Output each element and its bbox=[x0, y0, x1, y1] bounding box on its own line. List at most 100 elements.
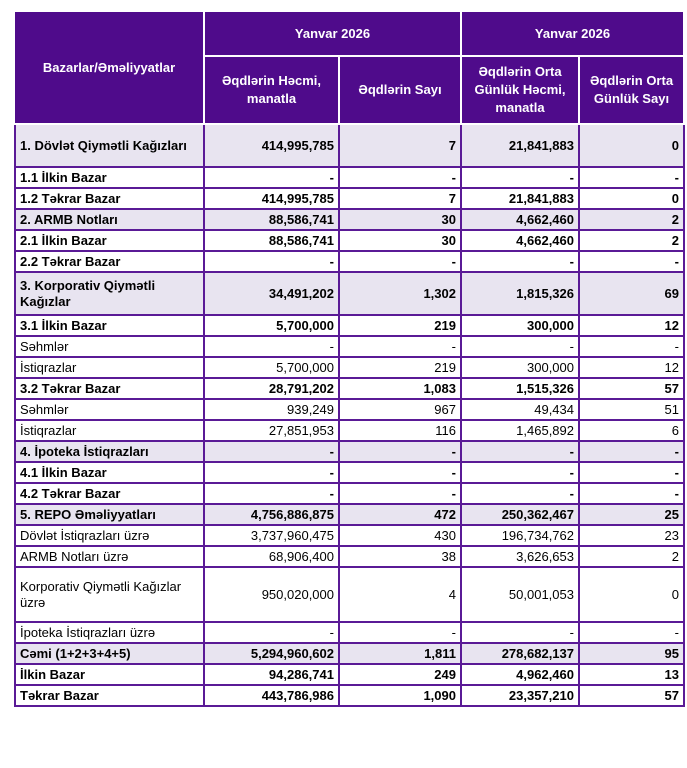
table-row: 2. ARMB Notları 88,586,741 30 4,662,460 2 bbox=[14, 208, 685, 231]
count-cell: 7 bbox=[338, 123, 462, 168]
volume-cell: 28,791,202 bbox=[203, 377, 340, 400]
volume-cell: 5,700,000 bbox=[203, 314, 340, 337]
header-avg-count: Əqdlərin Orta Günlük Sayı bbox=[578, 56, 685, 125]
row-label: 5. REPO Əməliyyatları bbox=[14, 503, 205, 526]
table-row: 2.1 İlkin Bazar 88,586,741 30 4,662,460 2 bbox=[14, 229, 685, 252]
row-label: İpoteka İstiqrazları üzrə bbox=[14, 621, 205, 644]
table-row: Cəmi (1+2+3+4+5) 5,294,960,602 1,811 278,68… bbox=[14, 642, 685, 665]
count-cell: - bbox=[338, 482, 462, 505]
count-cell: 38 bbox=[338, 545, 462, 568]
table-row: Təkrar Bazar 443,786,986 1,090 23,357,210 57 bbox=[14, 684, 685, 707]
count-cell: 219 bbox=[338, 314, 462, 337]
avg-volume-cell: 4,662,460 bbox=[460, 208, 580, 231]
row-label: 4.1 İlkin Bazar bbox=[14, 461, 205, 484]
header-period-1: Yanvar 2026 bbox=[203, 12, 462, 57]
avg-count-cell: 0 bbox=[578, 123, 685, 168]
avg-volume-cell: - bbox=[460, 621, 580, 644]
row-label: 4.2 Təkrar Bazar bbox=[14, 482, 205, 505]
table-row: 4.1 İlkin Bazar - - - - bbox=[14, 461, 685, 484]
count-cell: 1,083 bbox=[338, 377, 462, 400]
table-row: İlkin Bazar 94,286,741 249 4,962,460 13 bbox=[14, 663, 685, 686]
avg-volume-cell: - bbox=[460, 166, 580, 189]
table-row: 5. REPO Əməliyyatları 4,756,886,875 472 250… bbox=[14, 503, 685, 526]
market-statistics-table: Bazarlar/Əməliyyatlar Yanvar 2026 Yanvar… bbox=[14, 12, 685, 707]
avg-volume-cell: 300,000 bbox=[460, 356, 580, 379]
avg-volume-cell: 278,682,137 bbox=[460, 642, 580, 665]
volume-cell: - bbox=[203, 482, 340, 505]
volume-cell: - bbox=[203, 621, 340, 644]
table-row: ARMB Notları üzrə 68,906,400 38 3,626,653 2 bbox=[14, 545, 685, 568]
avg-volume-cell: - bbox=[460, 335, 580, 358]
volume-cell: 939,249 bbox=[203, 398, 340, 421]
avg-count-cell: - bbox=[578, 335, 685, 358]
avg-count-cell: 2 bbox=[578, 545, 685, 568]
table-row: 3. Korporativ Qiymətli Kağızlar 34,491,20… bbox=[14, 271, 685, 316]
volume-cell: 950,020,000 bbox=[203, 566, 340, 623]
volume-cell: 5,294,960,602 bbox=[203, 642, 340, 665]
table-row: İstiqrazlar 5,700,000 219 300,000 12 bbox=[14, 356, 685, 379]
avg-count-cell: - bbox=[578, 250, 685, 273]
volume-cell: 5,700,000 bbox=[203, 356, 340, 379]
header-count: Əqdlərin Sayı bbox=[338, 56, 462, 125]
avg-volume-cell: 4,962,460 bbox=[460, 663, 580, 686]
avg-volume-cell: 196,734,762 bbox=[460, 524, 580, 547]
table-row: 1. Dövlət Qiymətli Kağızları 414,995,785 7… bbox=[14, 123, 685, 168]
row-label: İlkin Bazar bbox=[14, 663, 205, 686]
avg-count-cell: 57 bbox=[578, 684, 685, 707]
avg-volume-cell: - bbox=[460, 461, 580, 484]
avg-count-cell: - bbox=[578, 621, 685, 644]
row-label: 4. İpoteka İstiqrazları bbox=[14, 440, 205, 463]
table-row: Səhmlər 939,249 967 49,434 51 bbox=[14, 398, 685, 421]
avg-count-cell: 23 bbox=[578, 524, 685, 547]
volume-cell: 68,906,400 bbox=[203, 545, 340, 568]
avg-volume-cell: 300,000 bbox=[460, 314, 580, 337]
header-avg-volume: Əqdlərin Orta Günlük Həcmi, manatla bbox=[460, 56, 580, 125]
avg-count-cell: 12 bbox=[578, 314, 685, 337]
count-cell: - bbox=[338, 166, 462, 189]
count-cell: 219 bbox=[338, 356, 462, 379]
table-row: 2.2 Təkrar Bazar - - - - bbox=[14, 250, 685, 273]
avg-volume-cell: - bbox=[460, 482, 580, 505]
volume-cell: 94,286,741 bbox=[203, 663, 340, 686]
volume-cell: 443,786,986 bbox=[203, 684, 340, 707]
avg-volume-cell: 4,662,460 bbox=[460, 229, 580, 252]
avg-volume-cell: 1,465,892 bbox=[460, 419, 580, 442]
row-label: İstiqrazlar bbox=[14, 356, 205, 379]
avg-volume-cell: 23,357,210 bbox=[460, 684, 580, 707]
volume-cell: 88,586,741 bbox=[203, 208, 340, 231]
row-label: 1. Dövlət Qiymətli Kağızları bbox=[14, 123, 205, 168]
table-row: İpoteka İstiqrazları üzrə - - - - bbox=[14, 621, 685, 644]
avg-count-cell: 0 bbox=[578, 187, 685, 210]
avg-count-cell: 6 bbox=[578, 419, 685, 442]
count-cell: 116 bbox=[338, 419, 462, 442]
avg-count-cell: 12 bbox=[578, 356, 685, 379]
table-row: 4. İpoteka İstiqrazları - - - - bbox=[14, 440, 685, 463]
count-cell: - bbox=[338, 335, 462, 358]
header-volume: Əqdlərin Həcmi, manatla bbox=[203, 56, 340, 125]
volume-cell: - bbox=[203, 250, 340, 273]
count-cell: 1,090 bbox=[338, 684, 462, 707]
volume-cell: 414,995,785 bbox=[203, 187, 340, 210]
row-label: ARMB Notları üzrə bbox=[14, 545, 205, 568]
avg-count-cell: - bbox=[578, 166, 685, 189]
avg-volume-cell: 21,841,883 bbox=[460, 123, 580, 168]
row-label: 2.1 İlkin Bazar bbox=[14, 229, 205, 252]
row-label: Korporativ Qiymətli Kağızlar üzrə bbox=[14, 566, 205, 623]
row-label: 3. Korporativ Qiymətli Kağızlar bbox=[14, 271, 205, 316]
avg-count-cell: 95 bbox=[578, 642, 685, 665]
table-row: 1.2 Təkrar Bazar 414,995,785 7 21,841,883 0 bbox=[14, 187, 685, 210]
table-row: 1.1 İlkin Bazar - - - - bbox=[14, 166, 685, 189]
volume-cell: 3,737,960,475 bbox=[203, 524, 340, 547]
count-cell: - bbox=[338, 461, 462, 484]
avg-volume-cell: 50,001,053 bbox=[460, 566, 580, 623]
volume-cell: - bbox=[203, 166, 340, 189]
avg-count-cell: 2 bbox=[578, 208, 685, 231]
table-row: Korporativ Qiymətli Kağızlar üzrə 950,020… bbox=[14, 566, 685, 623]
count-cell: 4 bbox=[338, 566, 462, 623]
volume-cell: 4,756,886,875 bbox=[203, 503, 340, 526]
header-period-2: Yanvar 2026 bbox=[460, 12, 685, 57]
table-row: 3.1 İlkin Bazar 5,700,000 219 300,000 12 bbox=[14, 314, 685, 337]
table-row: Səhmlər - - - - bbox=[14, 335, 685, 358]
count-cell: 7 bbox=[338, 187, 462, 210]
avg-count-cell: 13 bbox=[578, 663, 685, 686]
